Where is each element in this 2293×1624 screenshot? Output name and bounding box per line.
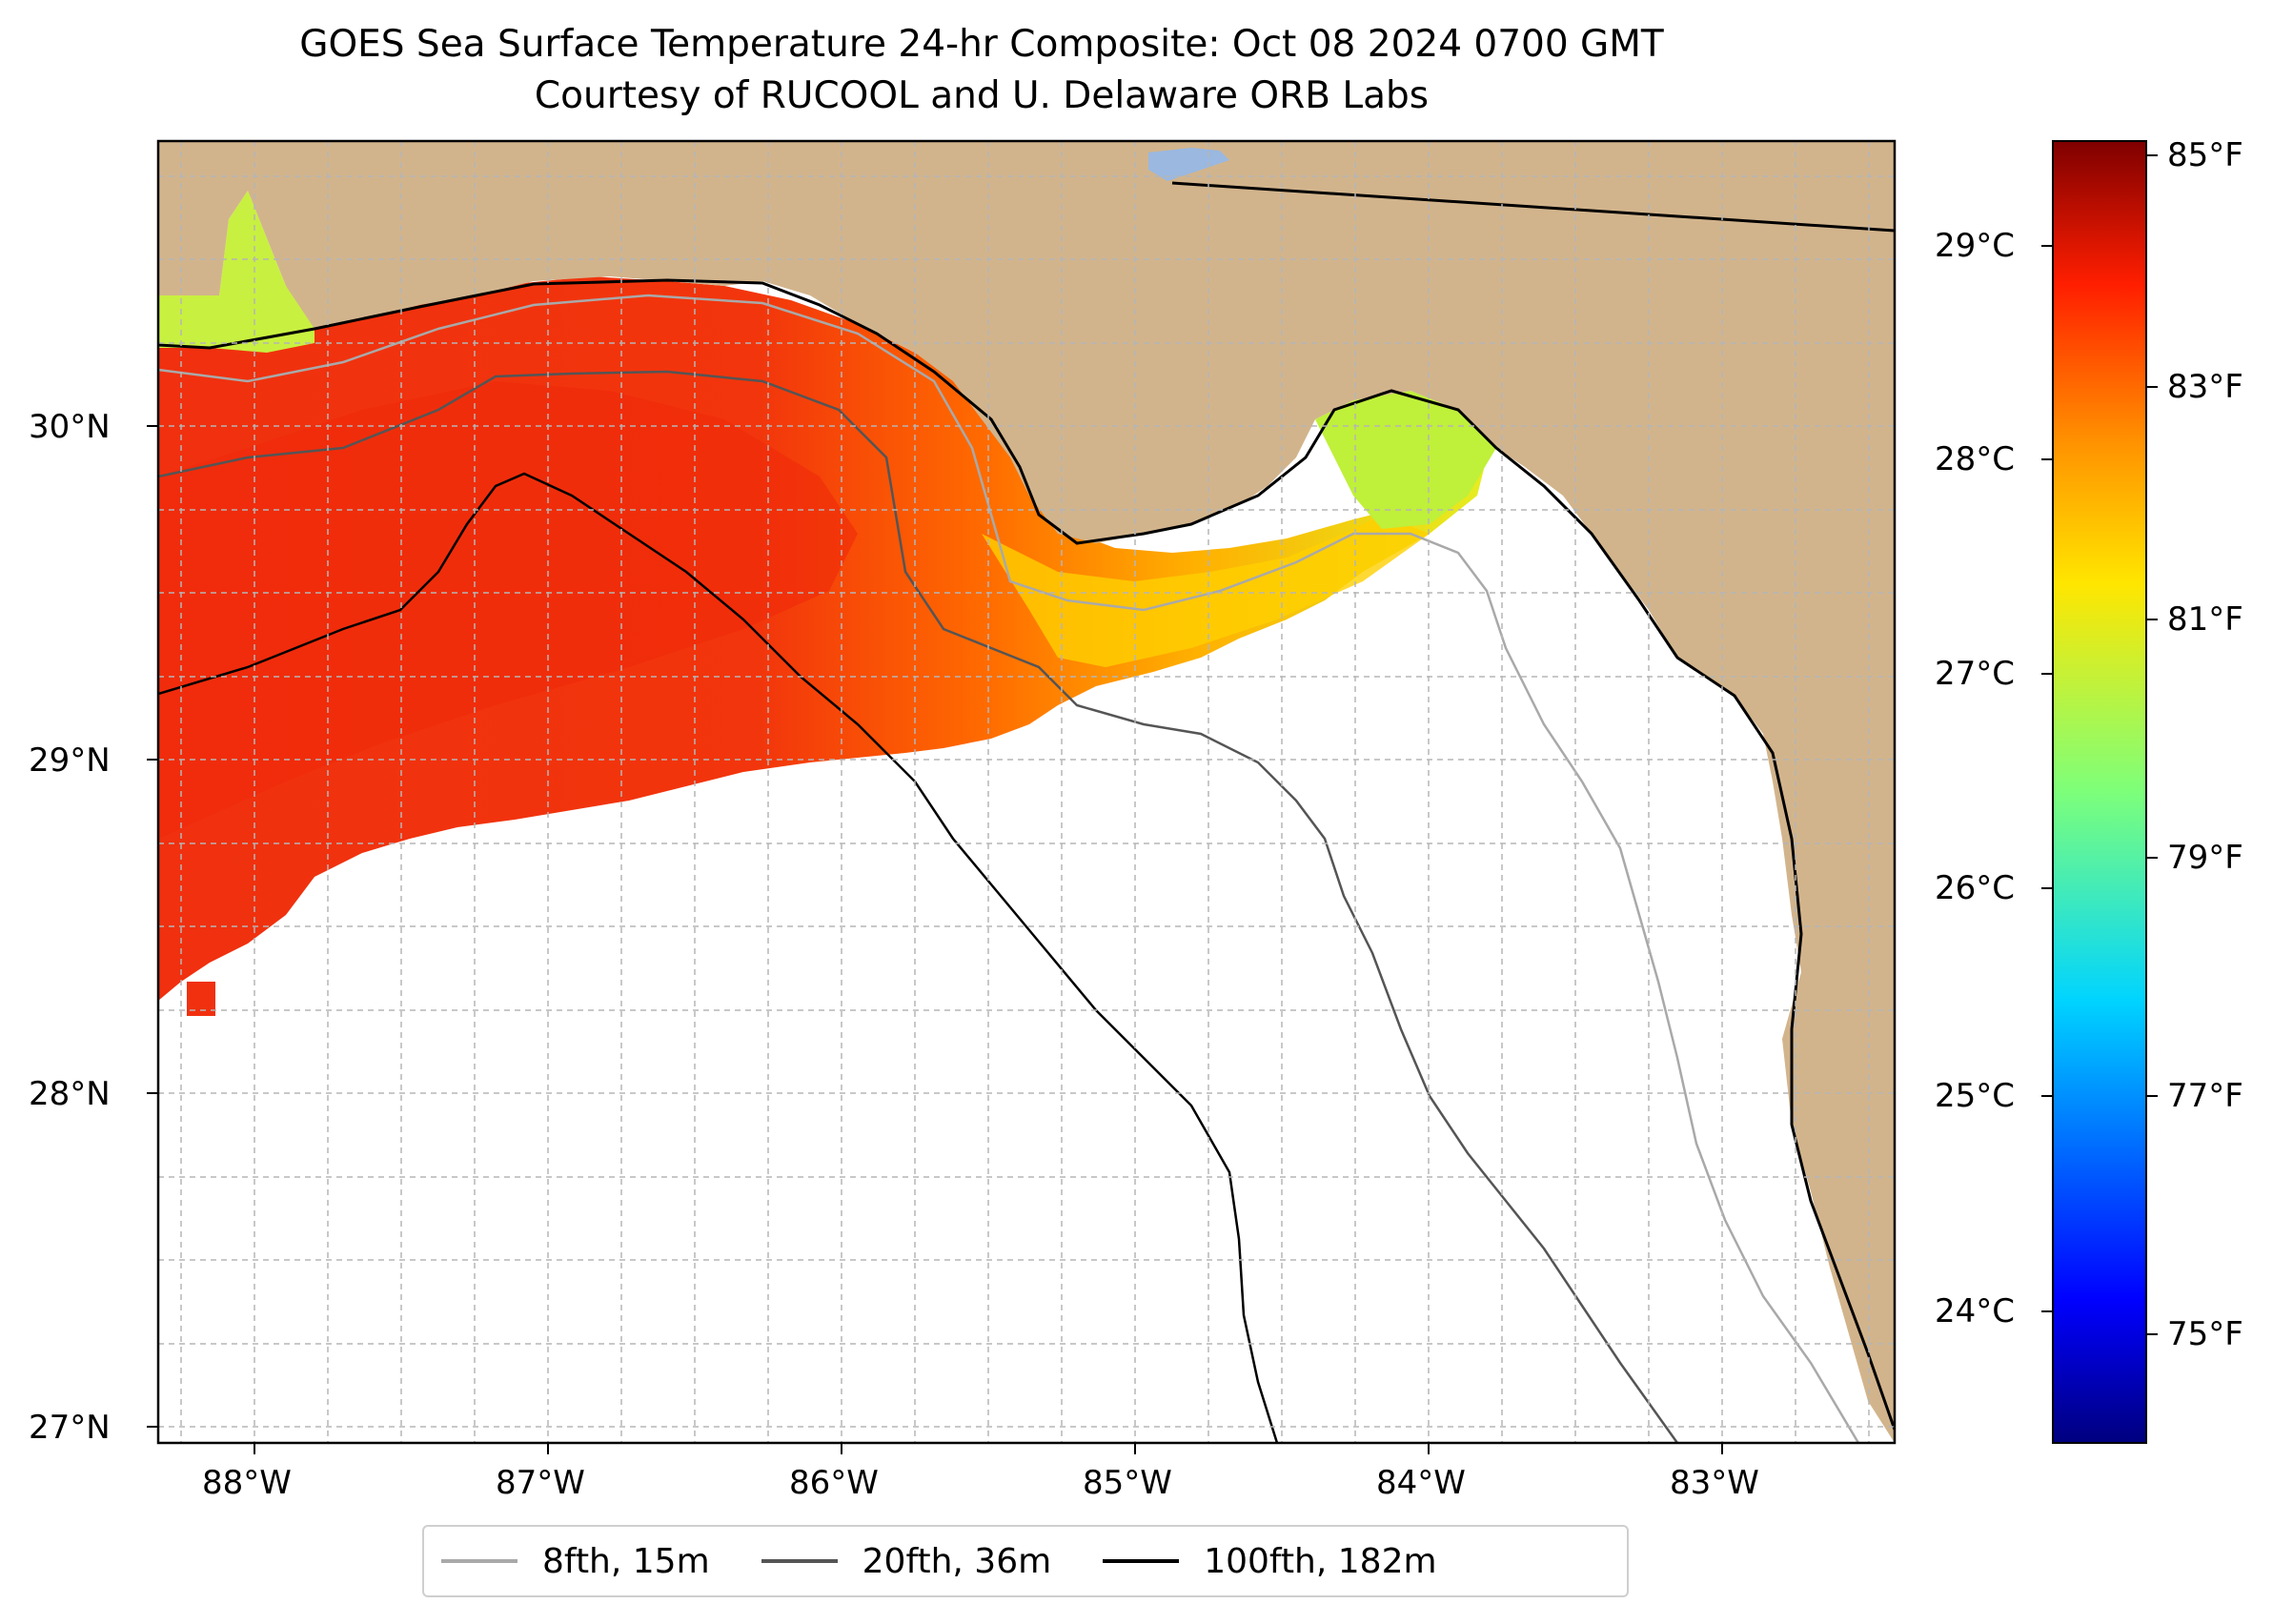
isobath-8fth — [158, 294, 1860, 1443]
lon-tick-1: 87°W — [496, 1464, 585, 1502]
legend-item-100fth: 100fth, 182m — [1103, 1541, 1437, 1581]
lat-tick-3: 27°N — [29, 1409, 111, 1447]
map-subtitle: Courtesy of RUCOOL and U. Delaware ORB L… — [534, 74, 1430, 117]
cbar-c-5: 24°C — [1935, 1292, 2016, 1330]
cbar-c-2: 27°C — [1935, 655, 2016, 693]
lon-tick-2: 86°W — [789, 1464, 879, 1502]
cbar-f-0: 85°F — [2167, 136, 2243, 174]
cbar-c-1: 28°C — [1935, 440, 2016, 478]
isobath-100fth — [158, 472, 1279, 1443]
legend-line-100fth — [1103, 1559, 1180, 1563]
legend-label-8fth: 8fth, 15m — [542, 1541, 710, 1581]
lon-tick-3: 85°W — [1083, 1464, 1172, 1502]
colorbar-ticks — [2041, 154, 2158, 1335]
sst-green-mobile — [158, 191, 315, 353]
lat-tick-2: 28°N — [29, 1075, 111, 1113]
cbar-f-3: 79°F — [2167, 839, 2243, 877]
map-title: GOES Sea Surface Temperature 24-hr Compo… — [299, 23, 1664, 66]
map-frame — [156, 139, 1897, 1445]
land-north — [158, 141, 1895, 1443]
legend-item-8fth: 8fth, 15m — [441, 1542, 710, 1581]
cbar-c-4: 25°C — [1935, 1077, 2016, 1115]
legend-line-8fth — [441, 1559, 517, 1563]
cbar-c-0: 29°C — [1935, 227, 2016, 265]
colorbar — [2052, 140, 2147, 1444]
lon-tick-0: 88°W — [202, 1464, 292, 1502]
lon-tick-5: 83°W — [1670, 1464, 1759, 1502]
cbar-f-4: 77°F — [2167, 1077, 2243, 1115]
legend-line-20fth — [761, 1559, 838, 1563]
cbar-f-2: 81°F — [2167, 600, 2243, 639]
cbar-f-1: 83°F — [2167, 368, 2243, 406]
state-border — [1171, 181, 1895, 233]
isobath-20fth — [158, 370, 1679, 1443]
legend-label-100fth: 100fth, 182m — [1204, 1541, 1437, 1581]
coastline — [158, 278, 1895, 1431]
gridlines — [158, 141, 1895, 1443]
lon-tick-4: 84°W — [1376, 1464, 1466, 1502]
map-area — [158, 141, 1895, 1443]
cbar-c-3: 26°C — [1935, 869, 2016, 907]
legend-label-20fth: 20fth, 36m — [862, 1541, 1052, 1581]
cbar-f-5: 75°F — [2167, 1315, 2243, 1353]
lat-tick-0: 30°N — [29, 408, 111, 446]
lat-tick-1: 29°N — [29, 741, 111, 780]
axis-ticks — [147, 425, 1723, 1454]
sst-hot-core — [158, 381, 858, 839]
isobath-legend: 8fth, 15m 20fth, 36m 100fth, 182m — [422, 1525, 1629, 1597]
legend-item-20fth: 20fth, 36m — [761, 1541, 1052, 1581]
